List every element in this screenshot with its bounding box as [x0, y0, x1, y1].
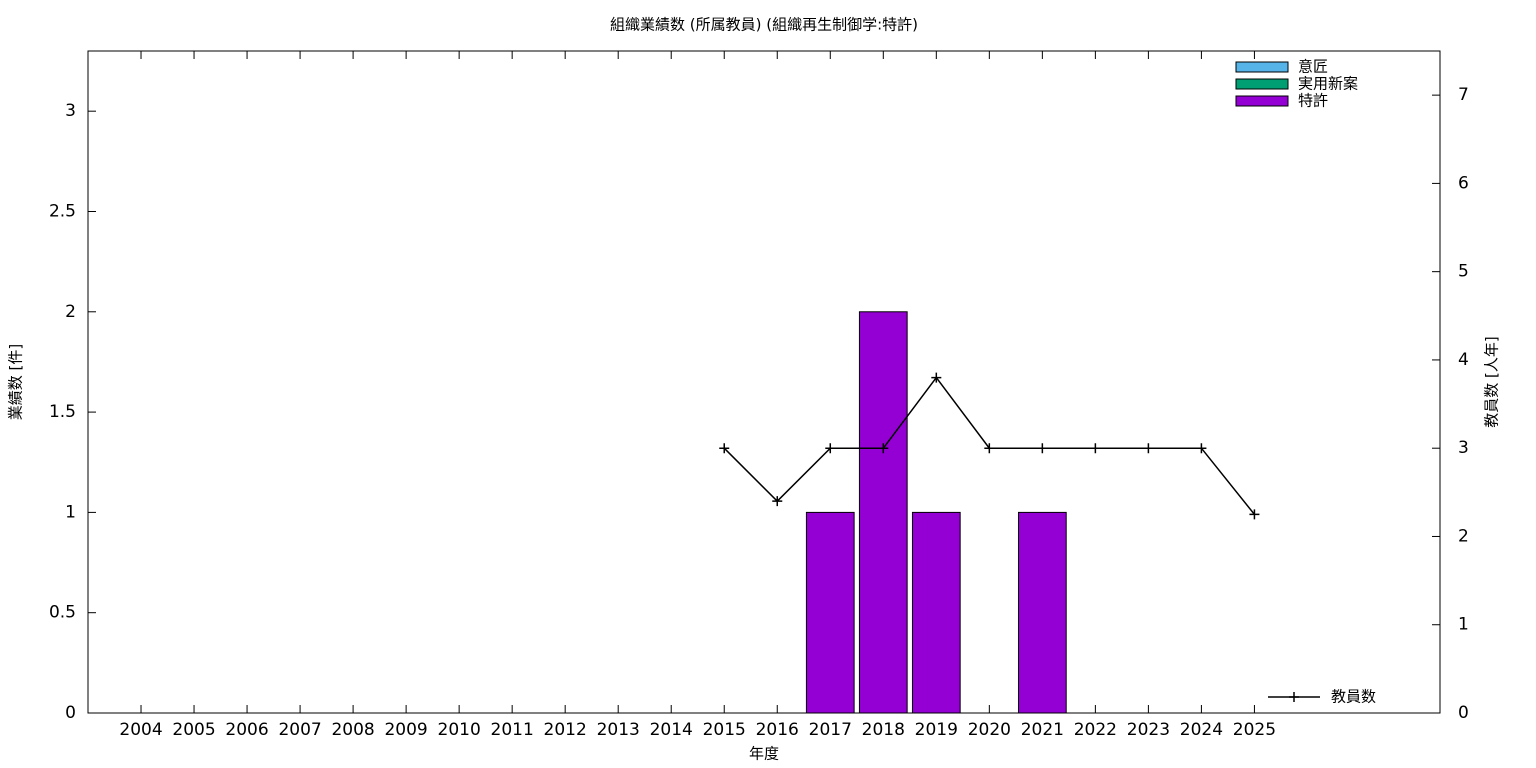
x-tick-label: 2018	[862, 720, 905, 740]
x-tick-label: 2010	[438, 720, 481, 740]
legend-swatch	[1235, 61, 1289, 73]
x-tick-label: 2017	[809, 720, 852, 740]
point	[825, 443, 836, 454]
bar	[1017, 511, 1067, 714]
y2-tick-label: 2	[1458, 526, 1469, 546]
point	[984, 443, 995, 454]
legend-label: 教員数	[1331, 688, 1376, 706]
point	[772, 496, 783, 507]
y2-tick-label: 1	[1458, 615, 1469, 635]
y-tick-label: 0.5	[49, 603, 76, 623]
x-tick-label: 2008	[331, 720, 374, 740]
point	[931, 372, 942, 383]
point	[878, 443, 889, 454]
chart-title: 組織業績数 (所属教員) (組織再生制御学:特許)	[610, 16, 918, 34]
y-tick-label: 2	[65, 302, 76, 322]
y2-tick-label: 5	[1458, 262, 1469, 282]
legend-point	[1289, 692, 1299, 702]
y2-tick-label: 4	[1458, 350, 1469, 370]
x-tick-label: 2012	[544, 720, 587, 740]
bar	[858, 311, 908, 714]
point	[1143, 443, 1154, 454]
point	[719, 443, 730, 454]
x-tick-label: 2014	[650, 720, 693, 740]
point	[1037, 443, 1048, 454]
x-tick-label: 2015	[703, 720, 746, 740]
y-axis-label: 業績数 [件]	[7, 344, 25, 420]
x-tick-label: 2022	[1074, 720, 1117, 740]
legend-swatch	[1235, 78, 1289, 90]
y-tick-label: 2.5	[49, 201, 76, 221]
legend-label: 特許	[1298, 92, 1328, 110]
y2-tick-label: 3	[1458, 438, 1469, 458]
x-tick-label: 2024	[1180, 720, 1223, 740]
x-tick-label: 2025	[1233, 720, 1276, 740]
y2-axis-label: 教員数 [人年]	[1483, 336, 1501, 427]
legend-label: 実用新案	[1298, 75, 1358, 93]
y2-tick-label: 6	[1458, 173, 1469, 193]
x-tick-label: 2009	[384, 720, 427, 740]
bar	[911, 511, 961, 714]
y-tick-label: 1	[65, 502, 76, 522]
x-tick-label: 2006	[225, 720, 268, 740]
plot-frame	[87, 50, 1441, 714]
x-tick-label: 2019	[915, 720, 958, 740]
x-tick-label: 2005	[172, 720, 215, 740]
y-tick-label: 1.5	[49, 402, 76, 422]
x-tick-label: 2007	[278, 720, 321, 740]
y-tick-label: 3	[65, 101, 76, 121]
x-tick-label: 2020	[968, 720, 1011, 740]
x-tick-label: 2013	[597, 720, 640, 740]
legend-label: 意匠	[1298, 58, 1328, 76]
x-tick-label: 2004	[119, 720, 162, 740]
y-tick-label: 0	[65, 703, 76, 723]
x-tick-label: 2023	[1127, 720, 1170, 740]
x-tick-label: 2016	[756, 720, 799, 740]
x-axis-label: 年度	[749, 745, 779, 763]
point	[1090, 443, 1101, 454]
x-tick-label: 2011	[491, 720, 534, 740]
y2-tick-label: 0	[1458, 703, 1469, 723]
legend-swatch	[1235, 95, 1289, 107]
y2-tick-label: 7	[1458, 85, 1469, 105]
bar	[805, 511, 855, 714]
point	[1249, 509, 1260, 520]
point	[1196, 443, 1207, 454]
x-tick-label: 2021	[1021, 720, 1064, 740]
